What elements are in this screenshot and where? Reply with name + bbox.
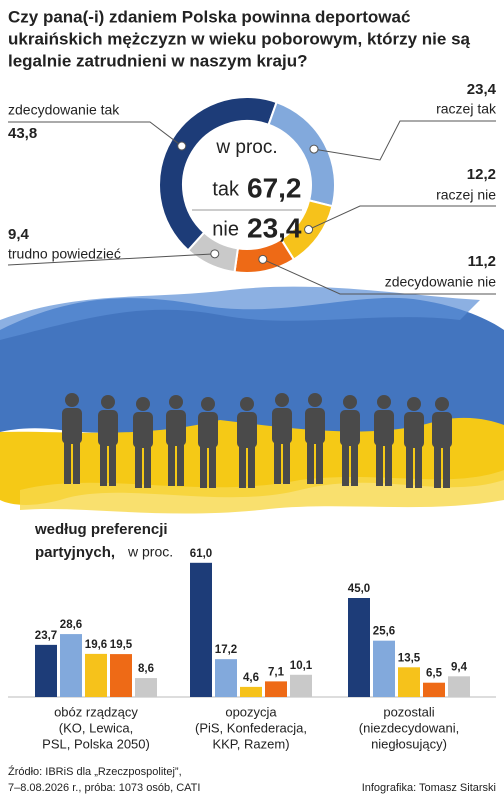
leader-line — [262, 258, 496, 295]
bar-value-label: 19,6 — [85, 639, 107, 651]
title-line: legalnie zatrudnieni w naszym kraju? — [8, 51, 307, 70]
bar — [240, 686, 262, 697]
source: Źródło: IBRiS dla „Rzeczpospolitej”, — [8, 765, 182, 778]
slice-value: 9,4 — [8, 226, 30, 243]
bar-value-label: 10,1 — [290, 660, 313, 672]
credit: Infografika: Tomasz Sitarski — [362, 782, 496, 794]
leader-line — [313, 120, 496, 161]
category-note: (KO, Lewica, — [59, 720, 133, 735]
bar-value-label: 4,6 — [243, 672, 259, 684]
bar-value-label: 13,5 — [398, 652, 421, 664]
leader-dot — [309, 144, 319, 154]
bar-value-label: 8,6 — [138, 663, 154, 675]
slice-label: trudno powiedzieć — [8, 246, 121, 262]
flag-illustration — [0, 286, 504, 514]
bar-value-label: 28,6 — [60, 619, 82, 631]
slice-value: 43,8 — [8, 125, 37, 142]
bar-value-label: 45,0 — [348, 583, 370, 595]
bar — [190, 562, 212, 697]
bar — [398, 667, 420, 697]
summary-label: nie — [212, 218, 239, 240]
summary-value: 67,2 — [247, 172, 302, 203]
bar-value-label: 17,2 — [215, 644, 237, 656]
bar — [448, 676, 470, 697]
summary-label: tak — [212, 178, 240, 200]
bar — [110, 654, 132, 697]
category-note: (niezdecydowani, — [359, 720, 459, 735]
bar — [35, 644, 57, 697]
bar-title: według preferencji — [34, 521, 168, 538]
leader-dot — [177, 141, 187, 151]
bar-value-label: 7,1 — [268, 666, 285, 678]
slice-label: zdecydowanie tak — [8, 102, 120, 118]
bar — [135, 678, 157, 697]
bar-value-label: 19,5 — [110, 639, 133, 651]
title-line: Czy pana(-i) zdaniem Polska powinna depo… — [8, 7, 410, 26]
category-label: pozostali — [383, 704, 434, 719]
leader-line — [8, 121, 183, 147]
center-unit: w proc. — [215, 137, 277, 158]
bar — [373, 640, 395, 697]
source: 7–8.08.2026 r., próba: 1073 osób, CATI — [8, 782, 200, 794]
slice-value: 23,4 — [467, 81, 497, 98]
category-note: PSL, Polska 2050) — [42, 736, 150, 751]
category-label: obóz rządzący — [54, 704, 138, 719]
category-note: (PiS, Konfederacja, — [195, 720, 307, 735]
category-note: niegłosujący) — [371, 736, 447, 751]
bar-value-label: 23,7 — [35, 630, 57, 642]
bar — [60, 634, 82, 697]
bar — [290, 674, 312, 697]
slice-label: raczej tak — [436, 101, 497, 117]
summary-value: 23,4 — [247, 212, 302, 243]
bar-value-label: 25,6 — [373, 626, 395, 638]
slice-label: raczej nie — [436, 187, 496, 203]
bar-value-label: 9,4 — [451, 661, 468, 673]
category-note: KKP, Razem) — [212, 736, 289, 751]
bar-subtitle: w proc. — [127, 544, 173, 560]
title-line: ukraińskich mężczyzn w wieku poborowym, … — [8, 29, 471, 48]
bar — [423, 682, 445, 697]
bar — [85, 653, 107, 697]
slice-value: 12,2 — [467, 166, 496, 183]
bar-value-label: 6,5 — [426, 668, 443, 680]
bar-value-label: 61,0 — [190, 548, 212, 560]
leader-dot — [258, 254, 268, 264]
bar-title: partyjnych, — [35, 544, 115, 561]
leader-line — [7, 253, 215, 266]
leader-dot — [210, 249, 220, 259]
slice-label: zdecydowanie nie — [385, 274, 497, 290]
bar — [215, 659, 237, 697]
slice-value: 11,2 — [468, 253, 496, 270]
leader-dot — [304, 225, 314, 235]
bar — [348, 598, 370, 697]
bar — [265, 681, 287, 697]
category-label: opozycja — [225, 704, 277, 719]
leader-line — [308, 205, 496, 230]
